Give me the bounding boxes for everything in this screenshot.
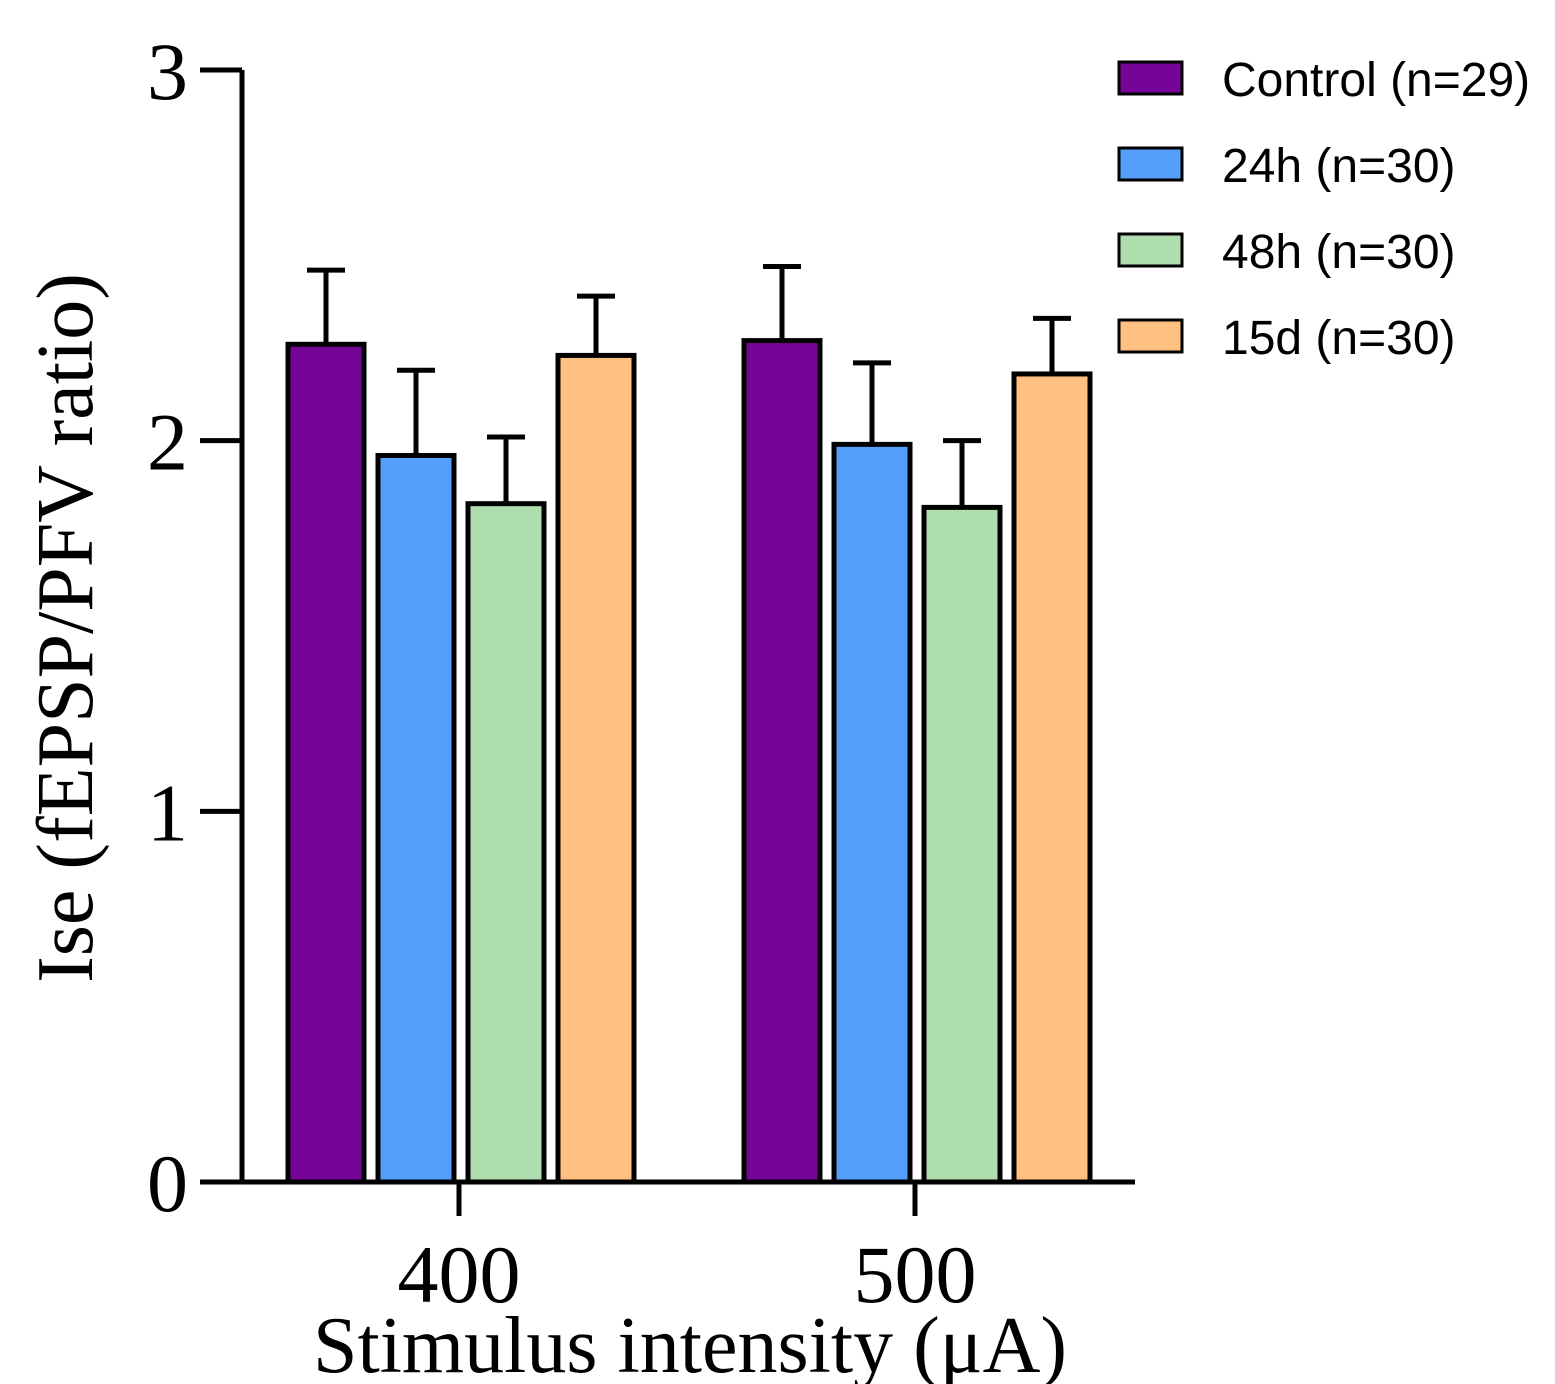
legend-swatch bbox=[1117, 318, 1184, 354]
bar bbox=[921, 504, 1003, 1185]
x-ticks: 400 500 bbox=[398, 1182, 977, 1320]
y-ticks: 0 1 2 3 bbox=[147, 26, 242, 1229]
legend-swatch bbox=[1117, 146, 1184, 182]
axes-layer bbox=[200, 70, 1135, 1185]
bar bbox=[741, 338, 823, 1185]
bar bbox=[465, 501, 547, 1185]
bar bbox=[831, 441, 913, 1185]
y-tick-label: 3 bbox=[147, 26, 188, 117]
y-tick-label: 1 bbox=[147, 767, 188, 858]
legend-label: Control (n=29) bbox=[1222, 54, 1530, 107]
legend-swatch bbox=[1117, 232, 1184, 268]
bar bbox=[285, 341, 367, 1185]
x-axis-title: Stimulus intensity (μA) bbox=[313, 1302, 1067, 1384]
bars-layer bbox=[285, 263, 1093, 1185]
legend: Control (n=29) 24h (n=30) 48h (n=30) 15d (n… bbox=[1117, 54, 1530, 365]
bar bbox=[375, 452, 457, 1185]
legend-label: 48h (n=30) bbox=[1222, 226, 1456, 279]
y-tick-label: 2 bbox=[147, 397, 188, 488]
y-tick-label: 0 bbox=[147, 1138, 188, 1229]
legend-label: 24h (n=30) bbox=[1222, 140, 1456, 193]
legend-swatch bbox=[1117, 60, 1184, 96]
y-axis-title: Ise (fEPSP/PFV ratio) bbox=[22, 273, 110, 983]
legend-label: 15d (n=30) bbox=[1222, 312, 1456, 365]
bar bbox=[555, 352, 637, 1185]
x-tick-label: 500 bbox=[854, 1229, 977, 1320]
bar bbox=[1011, 371, 1093, 1185]
x-tick-label: 400 bbox=[398, 1229, 521, 1320]
